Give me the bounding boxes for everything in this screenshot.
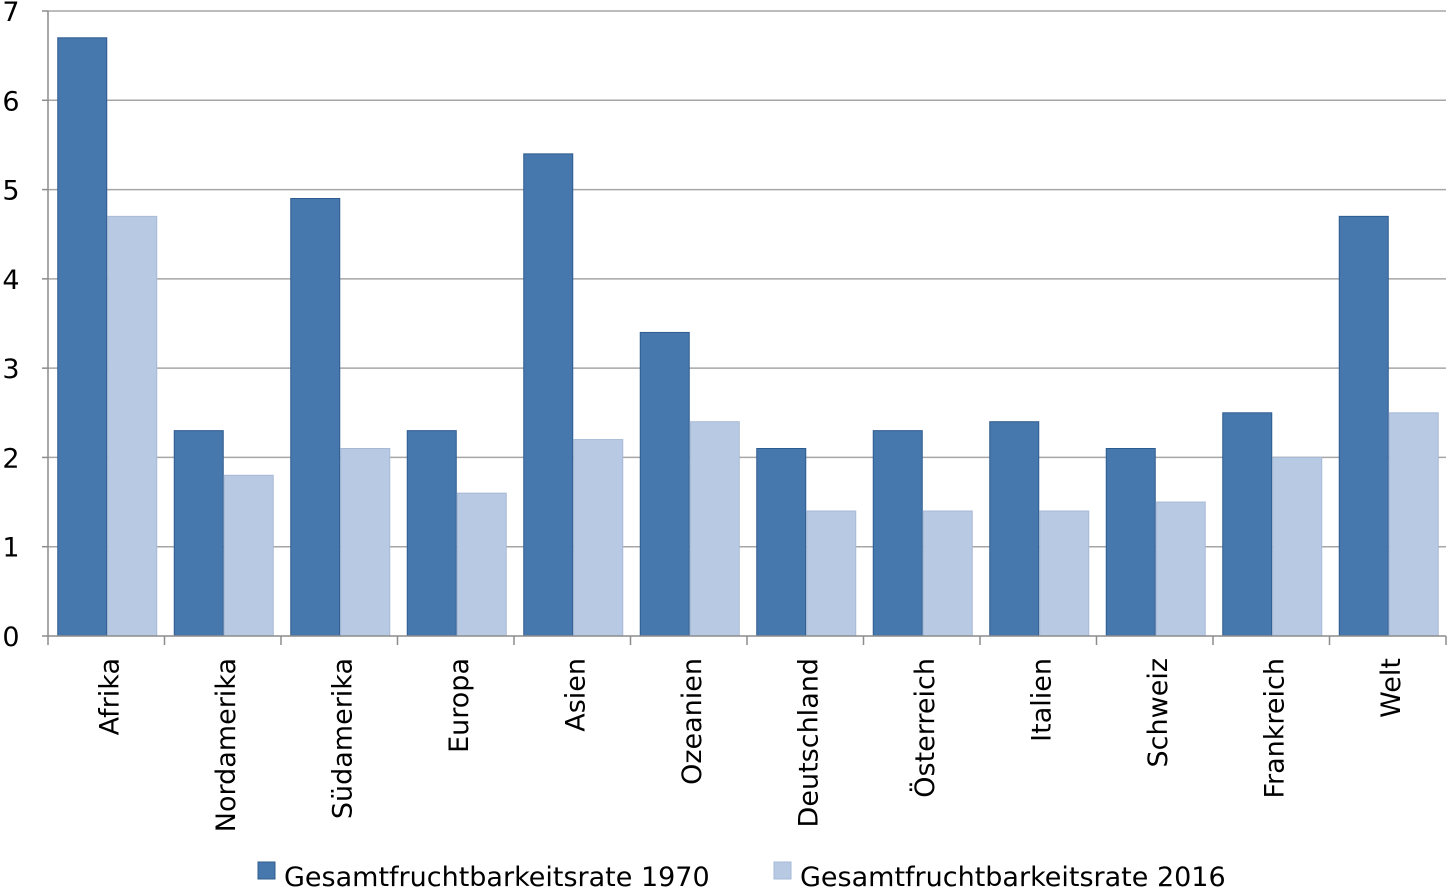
bar-2016-7 bbox=[922, 510, 973, 637]
x-tick-label-3: Europa bbox=[444, 658, 475, 753]
legend: Gesamtfruchtbarkeitsrate 1970 Gesamtfruc… bbox=[257, 861, 1226, 889]
x-tick-label-5: Ozeanien bbox=[677, 658, 708, 785]
bar-1970-1 bbox=[173, 430, 224, 637]
bar-1970-2 bbox=[290, 198, 341, 637]
bar-2016-3 bbox=[456, 492, 507, 637]
y-tick-label-3: 3 bbox=[2, 354, 19, 385]
y-tick-label-1: 1 bbox=[2, 533, 19, 564]
bar-2016-0 bbox=[107, 215, 158, 637]
y-axis: 0 1 2 3 4 5 6 7 bbox=[2, 0, 49, 653]
bar-2016-11 bbox=[1388, 412, 1439, 637]
bar-1970-11 bbox=[1338, 215, 1389, 637]
bar-2016-1 bbox=[223, 474, 274, 637]
bar-2016-9 bbox=[1155, 501, 1206, 637]
x-tick-label-4: Asien bbox=[560, 658, 591, 732]
bar-2016-2 bbox=[340, 448, 391, 637]
bar-2016-10 bbox=[1272, 456, 1323, 637]
x-tick-label-1: Nordamerika bbox=[211, 658, 242, 832]
bar-1970-5 bbox=[639, 331, 690, 637]
legend-swatch-1970 bbox=[257, 861, 276, 880]
bar-2016-8 bbox=[1039, 510, 1090, 637]
bar-2016-6 bbox=[806, 510, 857, 637]
x-tick-label-6: Deutschland bbox=[793, 658, 824, 827]
y-tick-label-5: 5 bbox=[2, 176, 19, 207]
gridlines bbox=[48, 10, 1446, 548]
bar-1970-6 bbox=[756, 448, 807, 637]
x-tick-label-9: Schweiz bbox=[1143, 658, 1174, 767]
bar-2016-5 bbox=[689, 421, 740, 637]
y-tick-label-4: 4 bbox=[2, 265, 19, 296]
legend-swatch-2016 bbox=[773, 861, 792, 880]
bar-1970-8 bbox=[989, 421, 1040, 637]
y-tick-label-7: 7 bbox=[2, 0, 19, 28]
x-tick-label-10: Frankreich bbox=[1259, 658, 1290, 799]
bar-1970-0 bbox=[57, 37, 108, 637]
y-tick-label-6: 6 bbox=[2, 86, 19, 117]
x-tick-label-2: Südamerika bbox=[327, 658, 358, 819]
legend-label-2016: Gesamtfruchtbarkeitsrate 2016 bbox=[800, 862, 1226, 889]
bar-1970-4 bbox=[523, 153, 574, 637]
y-tick-label-2: 2 bbox=[2, 443, 19, 474]
legend-label-1970: Gesamtfruchtbarkeitsrate 1970 bbox=[284, 862, 710, 889]
bars bbox=[57, 37, 1439, 637]
bar-1970-3 bbox=[406, 430, 457, 637]
x-tick-label-0: Afrika bbox=[94, 658, 125, 735]
bar-2016-4 bbox=[573, 439, 624, 637]
x-tick-label-7: Österreich bbox=[909, 658, 941, 798]
x-tick-label-11: Welt bbox=[1376, 658, 1407, 718]
bar-1970-10 bbox=[1222, 412, 1273, 637]
x-tick-label-8: Italien bbox=[1026, 658, 1057, 742]
y-tick-label-0: 0 bbox=[2, 622, 19, 653]
bar-1970-7 bbox=[872, 430, 923, 637]
x-axis: Afrika Nordamerika Südamerika Europa Asien Oz… bbox=[47, 635, 1447, 832]
bar-1970-9 bbox=[1105, 448, 1156, 637]
